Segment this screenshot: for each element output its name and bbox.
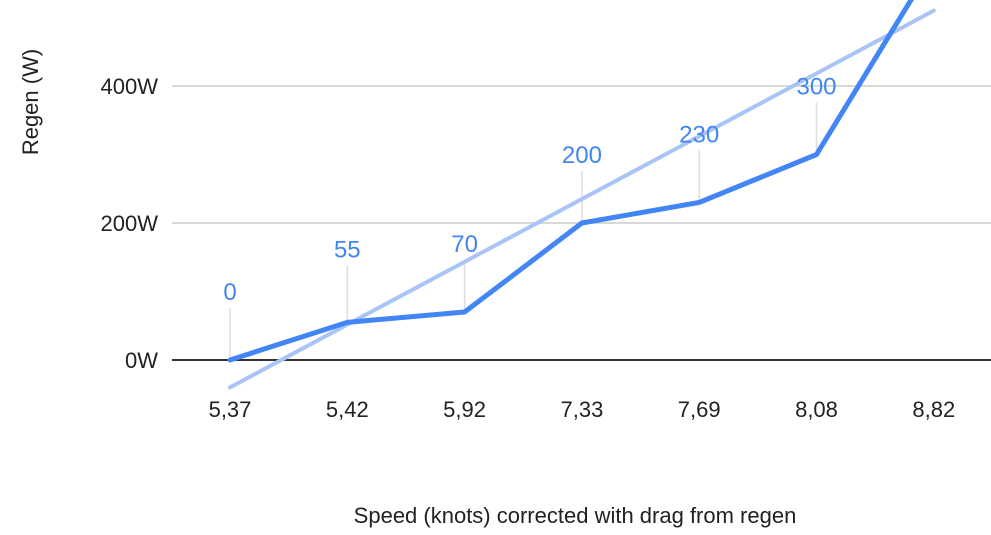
y-tick-label: 0W: [125, 348, 158, 373]
x-tick-label: 7,33: [560, 397, 603, 422]
data-label: 70: [451, 231, 478, 258]
data-labels: 0 55 70 200 230 300: [223, 74, 836, 307]
data-label: 0: [223, 279, 236, 306]
trendline-group: [228, 8, 936, 390]
series-line: [227, 0, 914, 363]
series-group: [227, 0, 914, 363]
x-tick-labels: 5,37 5,42 5,92 7,33 7,69 8,08 8,82: [209, 397, 956, 422]
x-tick-label: 5,42: [326, 397, 369, 422]
x-tick-label: 8,08: [795, 397, 838, 422]
x-tick-label: 5,92: [443, 397, 486, 422]
data-label: 200: [562, 142, 602, 169]
y-tick-labels: 0W 200W 400W: [101, 74, 159, 373]
data-label: 230: [679, 121, 719, 148]
y-tick-label: 200W: [101, 211, 159, 236]
data-label: 300: [796, 74, 836, 101]
trendline: [228, 8, 936, 390]
x-tick-label: 7,69: [678, 397, 721, 422]
x-axis-title: Speed (knots) corrected with drag from r…: [354, 503, 797, 528]
data-label: 55: [334, 236, 361, 263]
y-axis-title: Regen (W): [18, 49, 43, 155]
y-tick-label: 400W: [101, 74, 159, 99]
x-tick-label: 5,37: [209, 397, 252, 422]
x-tick-label: 8,82: [912, 397, 955, 422]
